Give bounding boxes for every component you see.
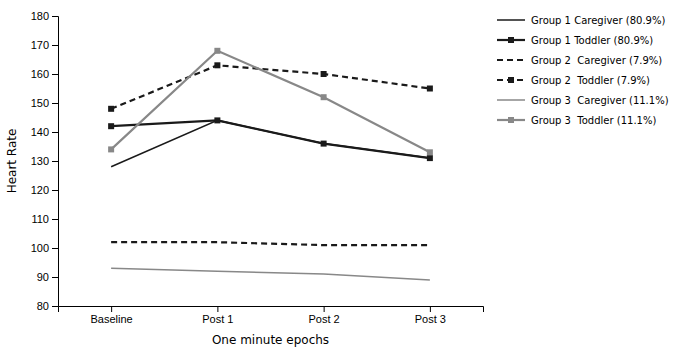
series-line [111, 65, 430, 109]
x-axis: Baseline Post 1 Post 2 Post 3 [59, 306, 484, 325]
x-tick-label: Post 2 [309, 313, 340, 325]
y-tick: 110 [31, 213, 58, 225]
legend-item: Group 2 Caregiver (7.9%) [497, 55, 662, 66]
legend-label: Group 3 Caregiver (11.1%) [531, 95, 669, 106]
series-line [111, 242, 430, 245]
x-tick-mark [111, 306, 112, 312]
y-tick-label: 180 [31, 10, 49, 22]
y-tick-mark [52, 74, 58, 75]
legend-swatch-marker [508, 37, 514, 43]
x-axis-title: One minute epochs [212, 333, 329, 347]
y-tick: 140 [31, 126, 58, 138]
y-tick: 180 [31, 10, 58, 22]
series-marker [108, 123, 114, 129]
x-tick-label: Baseline [91, 313, 133, 325]
y-tick-mark [52, 248, 58, 249]
series-marker [214, 48, 220, 54]
y-tick: 120 [31, 184, 58, 196]
x-tick: Baseline [91, 306, 133, 325]
y-tick: 150 [31, 97, 58, 109]
y-tick-mark [52, 306, 58, 307]
axis-domain [59, 307, 484, 313]
y-tick-label: 160 [31, 68, 49, 80]
x-tick-label: Post 1 [202, 313, 233, 325]
series-marker [214, 117, 220, 123]
y-tick: 80 [37, 300, 58, 312]
legend-swatch [497, 19, 525, 21]
series-marker [321, 94, 327, 100]
y-axis: 80 90 100 110 120 130 140 150 160 170 180 [31, 10, 59, 312]
y-tick: 100 [31, 242, 58, 254]
x-tick-mark [217, 306, 218, 312]
y-tick-label: 120 [31, 184, 49, 196]
series-marker [321, 141, 327, 147]
x-tick-mark [324, 306, 325, 312]
series-group [108, 48, 433, 280]
series-marker [427, 149, 433, 155]
y-tick-label: 90 [37, 271, 49, 283]
legend-label: Group 3 Toddler (11.1%) [531, 115, 656, 126]
legend: Group 1 Caregiver (80.9%) Group 1 Toddler… [497, 15, 669, 126]
x-tick-mark [430, 306, 431, 312]
x-tick: Post 3 [415, 306, 446, 325]
y-tick-mark [52, 219, 58, 220]
legend-label: Group 2 Toddler (7.9%) [531, 75, 650, 86]
legend-swatch [497, 99, 525, 101]
y-tick-mark [52, 45, 58, 46]
series-marker [108, 106, 114, 112]
series-line [111, 51, 430, 153]
y-tick-mark [52, 277, 58, 278]
y-tick-mark [52, 132, 58, 133]
y-axis-title: Heart Rate [5, 129, 19, 194]
legend-swatch-marker [508, 77, 514, 83]
y-tick-label: 80 [37, 300, 49, 312]
series-marker [214, 62, 220, 68]
x-tick-label: Post 3 [415, 313, 446, 325]
y-tick-mark [52, 190, 58, 191]
y-tick-label: 110 [31, 213, 49, 225]
x-tick: Post 1 [202, 306, 233, 325]
y-tick-label: 130 [31, 155, 49, 167]
legend-item: Group 3 Toddler (11.1%) [497, 115, 656, 126]
series-line [111, 120, 430, 158]
series-marker [427, 155, 433, 161]
y-tick-mark [52, 16, 58, 17]
legend-label: Group 1 Caregiver (80.9%) [531, 15, 665, 26]
y-tick: 90 [37, 271, 58, 283]
series-marker [108, 146, 114, 152]
series-marker [321, 71, 327, 77]
y-tick: 160 [31, 68, 58, 80]
plot: Baseline Post 1 Post 2 Post 3 80 90 100 110 120 1… [31, 10, 484, 325]
y-tick-mark [52, 103, 58, 104]
legend-swatch-marker [508, 117, 514, 123]
y-tick-mark [52, 161, 58, 162]
legend-item: Group 3 Caregiver (11.1%) [497, 95, 669, 106]
y-tick-label: 100 [31, 242, 49, 254]
legend-item: Group 2 Toddler (7.9%) [497, 75, 650, 86]
legend-item: Group 1 Toddler (80.9%) [497, 35, 653, 46]
legend-label: Group 1 Toddler (80.9%) [531, 35, 653, 46]
chart: Baseline Post 1 Post 2 Post 3 80 90 100 110 120 1… [0, 0, 683, 354]
y-tick-label: 170 [31, 39, 49, 51]
legend-swatch [497, 59, 525, 61]
y-tick: 170 [31, 39, 58, 51]
x-tick: Post 2 [309, 306, 340, 325]
y-tick: 130 [31, 155, 58, 167]
legend-item: Group 1 Caregiver (80.9%) [497, 15, 665, 26]
axis-domain [52, 17, 59, 307]
series-line [111, 268, 430, 280]
y-tick-label: 140 [31, 126, 49, 138]
legend-label: Group 2 Caregiver (7.9%) [531, 55, 662, 66]
series-marker [427, 86, 433, 92]
y-tick-label: 150 [31, 97, 49, 109]
